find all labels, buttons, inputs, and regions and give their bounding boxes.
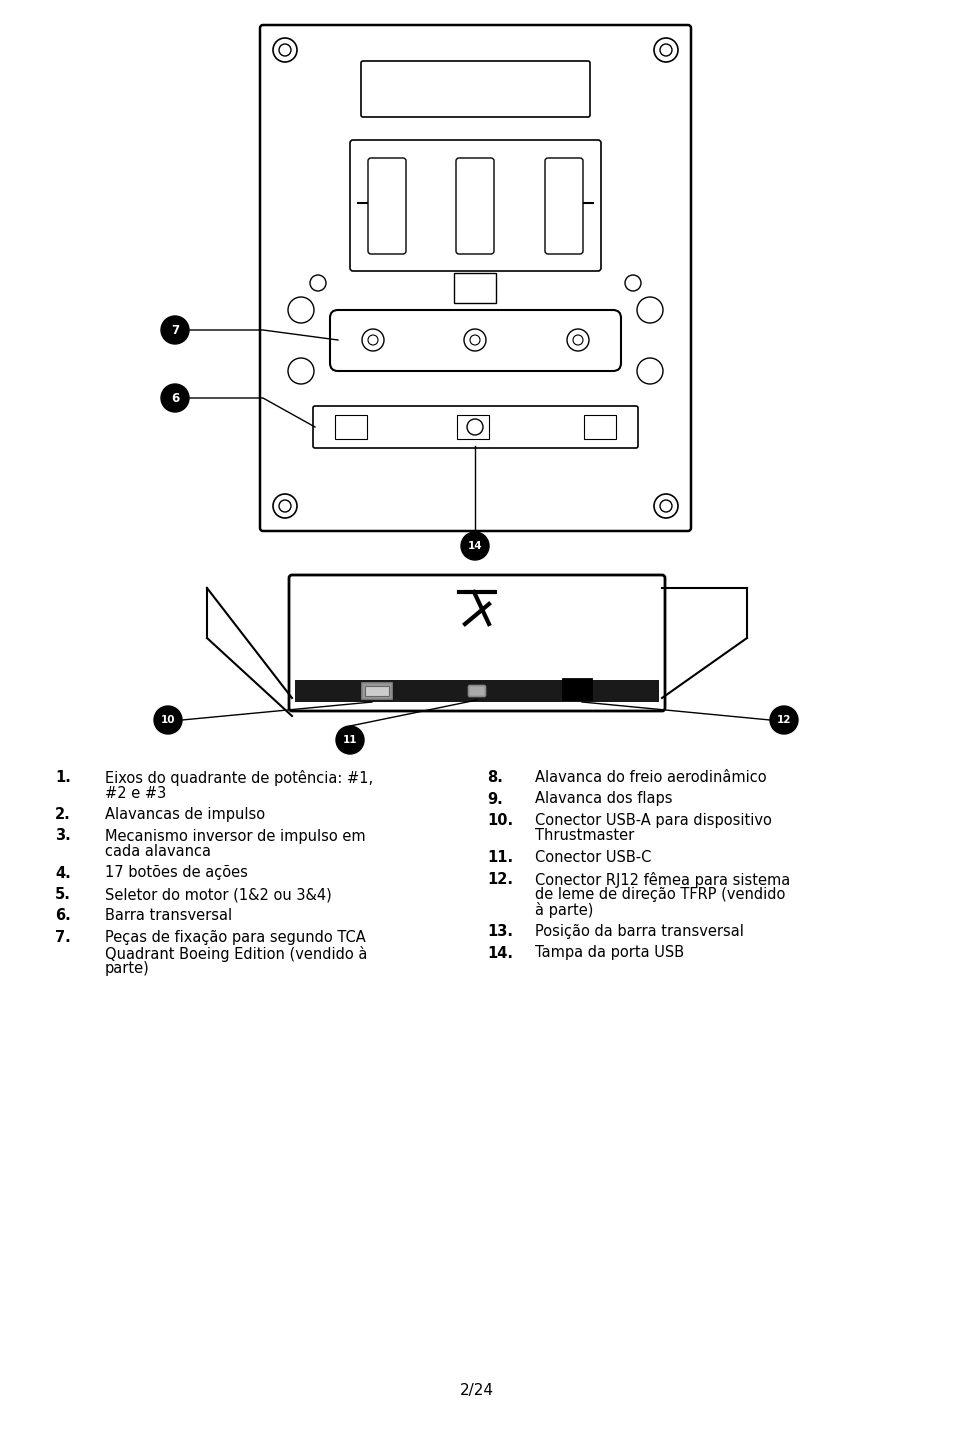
Text: 1.: 1. bbox=[55, 770, 71, 785]
Text: 3.: 3. bbox=[55, 829, 71, 843]
FancyBboxPatch shape bbox=[562, 679, 590, 699]
Text: 5.: 5. bbox=[55, 886, 71, 902]
Circle shape bbox=[161, 384, 189, 412]
Text: 9.: 9. bbox=[486, 792, 502, 806]
FancyBboxPatch shape bbox=[583, 415, 616, 440]
Circle shape bbox=[566, 329, 588, 351]
Circle shape bbox=[637, 358, 662, 384]
Text: à parte): à parte) bbox=[535, 902, 593, 918]
Text: 11.: 11. bbox=[486, 851, 513, 865]
Circle shape bbox=[278, 500, 291, 513]
Text: 8.: 8. bbox=[486, 770, 502, 785]
Text: Mecanismo inversor de impulso em: Mecanismo inversor de impulso em bbox=[105, 829, 365, 843]
Circle shape bbox=[368, 335, 377, 345]
Text: 7: 7 bbox=[171, 324, 179, 337]
FancyBboxPatch shape bbox=[544, 158, 582, 253]
Circle shape bbox=[463, 329, 485, 351]
Circle shape bbox=[278, 44, 291, 56]
Text: 10.: 10. bbox=[486, 813, 513, 828]
Text: Posição da barra transversal: Posição da barra transversal bbox=[535, 924, 743, 939]
Circle shape bbox=[654, 39, 678, 62]
Circle shape bbox=[654, 494, 678, 518]
Circle shape bbox=[288, 296, 314, 324]
Text: 2.: 2. bbox=[55, 808, 71, 822]
Circle shape bbox=[769, 706, 797, 735]
Text: 4.: 4. bbox=[55, 865, 71, 881]
Text: 6.: 6. bbox=[55, 908, 71, 924]
Text: 13.: 13. bbox=[486, 924, 513, 939]
FancyBboxPatch shape bbox=[350, 140, 600, 271]
Text: de leme de direção TFRP (vendido: de leme de direção TFRP (vendido bbox=[535, 886, 784, 902]
FancyBboxPatch shape bbox=[313, 407, 638, 448]
Text: Conector RJ12 fêmea para sistema: Conector RJ12 fêmea para sistema bbox=[535, 872, 789, 888]
Circle shape bbox=[273, 494, 296, 518]
Circle shape bbox=[659, 500, 671, 513]
Text: Tampa da porta USB: Tampa da porta USB bbox=[535, 945, 683, 961]
Text: Alavanca do freio aerodinâmico: Alavanca do freio aerodinâmico bbox=[535, 770, 766, 785]
FancyBboxPatch shape bbox=[361, 683, 392, 699]
Circle shape bbox=[637, 296, 662, 324]
Text: 14: 14 bbox=[467, 541, 482, 551]
Text: Barra transversal: Barra transversal bbox=[105, 908, 232, 924]
FancyBboxPatch shape bbox=[365, 686, 389, 696]
Text: Alavancas de impulso: Alavancas de impulso bbox=[105, 808, 265, 822]
Circle shape bbox=[288, 358, 314, 384]
Text: #2 e #3: #2 e #3 bbox=[105, 786, 166, 800]
FancyBboxPatch shape bbox=[456, 158, 494, 253]
Circle shape bbox=[310, 275, 326, 291]
Circle shape bbox=[361, 329, 384, 351]
Text: 12.: 12. bbox=[486, 872, 513, 886]
FancyBboxPatch shape bbox=[368, 158, 406, 253]
Text: Conector USB-C: Conector USB-C bbox=[535, 851, 651, 865]
Circle shape bbox=[467, 420, 482, 435]
FancyBboxPatch shape bbox=[330, 309, 620, 371]
FancyBboxPatch shape bbox=[454, 274, 496, 304]
Circle shape bbox=[460, 533, 489, 560]
Circle shape bbox=[624, 275, 640, 291]
FancyBboxPatch shape bbox=[260, 24, 690, 531]
FancyBboxPatch shape bbox=[335, 415, 367, 440]
Text: 2/24: 2/24 bbox=[459, 1382, 494, 1398]
Circle shape bbox=[470, 335, 479, 345]
FancyBboxPatch shape bbox=[294, 680, 659, 702]
Circle shape bbox=[161, 316, 189, 344]
Text: Conector USB-A para dispositivo: Conector USB-A para dispositivo bbox=[535, 813, 771, 828]
FancyBboxPatch shape bbox=[360, 62, 589, 117]
Circle shape bbox=[153, 706, 182, 735]
Text: Eixos do quadrante de potência: #1,: Eixos do quadrante de potência: #1, bbox=[105, 770, 373, 786]
Text: 14.: 14. bbox=[486, 945, 513, 961]
Text: 7.: 7. bbox=[55, 929, 71, 945]
Text: 6: 6 bbox=[171, 391, 179, 404]
Text: Quadrant Boeing Edition (vendido à: Quadrant Boeing Edition (vendido à bbox=[105, 945, 367, 961]
Text: Alavanca dos flaps: Alavanca dos flaps bbox=[535, 792, 672, 806]
Circle shape bbox=[573, 335, 582, 345]
Text: 12: 12 bbox=[776, 715, 790, 725]
Circle shape bbox=[335, 726, 364, 755]
Text: Peças de fixação para segundo TCA: Peças de fixação para segundo TCA bbox=[105, 929, 365, 945]
Text: Thrustmaster: Thrustmaster bbox=[535, 829, 634, 843]
FancyBboxPatch shape bbox=[468, 686, 485, 696]
FancyBboxPatch shape bbox=[456, 415, 489, 440]
Text: 17 botões de ações: 17 botões de ações bbox=[105, 865, 248, 881]
Circle shape bbox=[273, 39, 296, 62]
Text: Seletor do motor (1&2 ou 3&4): Seletor do motor (1&2 ou 3&4) bbox=[105, 886, 332, 902]
FancyBboxPatch shape bbox=[289, 576, 664, 712]
Text: parte): parte) bbox=[105, 961, 150, 977]
Text: cada alavanca: cada alavanca bbox=[105, 843, 211, 859]
Text: 10: 10 bbox=[161, 715, 175, 725]
Text: 11: 11 bbox=[342, 735, 356, 745]
Circle shape bbox=[659, 44, 671, 56]
